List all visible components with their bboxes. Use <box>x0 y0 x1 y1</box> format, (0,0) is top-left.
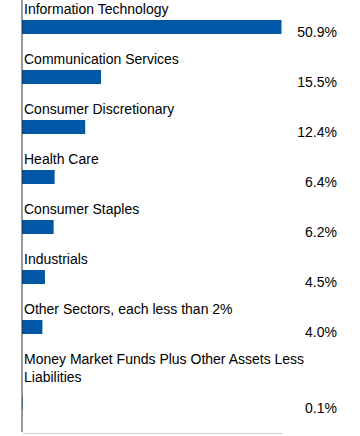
bar <box>22 270 45 284</box>
category-label-line: Industrials <box>24 251 88 267</box>
data-label: 12.4% <box>297 124 337 140</box>
category-label: Consumer Staples <box>24 201 139 217</box>
bar <box>22 70 101 84</box>
category-label-line: Consumer Staples <box>24 201 139 217</box>
category-label-line: Health Care <box>24 151 99 167</box>
category-label: Consumer Discretionary <box>24 101 174 117</box>
data-label: 50.9% <box>297 24 337 40</box>
data-label: 4.0% <box>305 324 337 340</box>
category-label: Communication Services <box>24 51 179 67</box>
bar <box>22 220 54 234</box>
bar <box>22 20 281 34</box>
bar <box>22 320 42 334</box>
category-label: Money Market Funds Plus Other Assets Les… <box>24 351 304 385</box>
data-label: 6.2% <box>305 224 337 240</box>
chart: Information Technology 50.9% Communication… <box>0 0 360 436</box>
category-label: Information Technology <box>24 1 169 17</box>
labels: Information Technology 50.9% Communication… <box>24 1 337 416</box>
data-label: 0.1% <box>305 400 337 416</box>
category-axis-line <box>22 0 23 432</box>
category-label: Other Sectors, each less than 2% <box>24 301 233 317</box>
bar <box>22 170 55 184</box>
category-label-line: Communication Services <box>24 51 179 67</box>
category-label-line: Information Technology <box>24 1 169 17</box>
category-label: Health Care <box>24 151 99 167</box>
value-axis-line <box>23 433 283 434</box>
data-label: 6.4% <box>305 174 337 190</box>
data-label: 15.5% <box>297 74 337 90</box>
category-label: Industrials <box>24 251 88 267</box>
category-label-line: Consumer Discretionary <box>24 101 174 117</box>
bar <box>22 120 85 134</box>
category-label-line: Money Market Funds Plus Other Assets Les… <box>24 351 304 367</box>
data-label: 4.5% <box>305 274 337 290</box>
category-label-line: Liabilities <box>24 369 82 385</box>
value-axis <box>23 433 283 434</box>
category-label-line: Other Sectors, each less than 2% <box>24 301 233 317</box>
